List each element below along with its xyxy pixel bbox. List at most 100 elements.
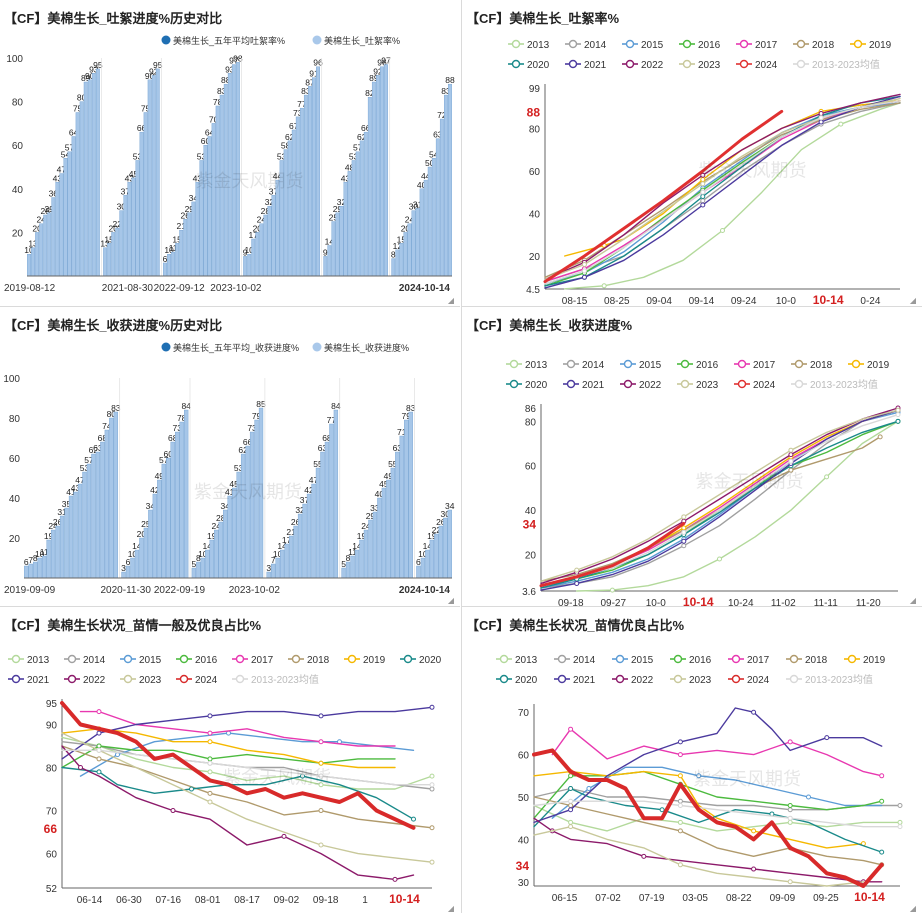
bar-value-label: 6 — [416, 557, 421, 567]
bar — [391, 258, 396, 277]
bar-value-label: 19 — [357, 531, 367, 541]
bar-value-label: 66 — [137, 123, 147, 133]
series-point — [838, 121, 844, 127]
bar-value-label: 79 — [252, 411, 262, 421]
series-point — [207, 769, 213, 775]
bar-value-label: 20 — [253, 223, 263, 233]
series-point — [581, 274, 587, 280]
bar-value-label: 19 — [44, 531, 54, 541]
y-tick-label: 90 — [46, 721, 58, 732]
series-point — [207, 739, 213, 745]
series-point — [659, 807, 665, 813]
series-point — [700, 189, 706, 195]
legend-label: 2023 — [698, 60, 721, 71]
bar-value-label: 83 — [406, 403, 416, 413]
bar-value-label: 83 — [217, 86, 227, 96]
x-tick-label: 08-17 — [234, 895, 260, 906]
series-line-2018 — [540, 436, 881, 582]
bar — [390, 467, 395, 579]
bar-value-label: 71 — [397, 427, 407, 437]
x-tick-label: 2024-10-14 — [399, 283, 451, 294]
legend-label: 2016 — [689, 655, 712, 666]
bar — [288, 535, 294, 579]
series-point — [879, 798, 885, 804]
series-point — [207, 760, 213, 766]
y-tick-label: 40 — [525, 506, 537, 517]
legend-label: 2014 — [573, 655, 596, 666]
bar-value-label: 96 — [377, 58, 387, 68]
bar — [448, 83, 452, 277]
bar-value-label: 31 — [413, 199, 423, 209]
bar-value-label: 7 — [271, 555, 276, 565]
bar-value-label: 64 — [205, 127, 215, 137]
bar — [27, 253, 31, 277]
bar-value-label: 10 — [35, 549, 45, 559]
bar — [384, 64, 388, 277]
legend-marker — [568, 59, 578, 69]
bar-value-label: 29 — [45, 204, 55, 214]
panel-title: 【CF】美棉生长_吐絮率% — [466, 11, 620, 26]
y-tick-label: 30 — [518, 878, 530, 889]
bar-value-label: 26 — [436, 517, 446, 527]
x-tick-label: 09-27 — [600, 598, 626, 609]
bar — [240, 453, 246, 579]
legend-label: 2017 — [753, 360, 776, 371]
bar-value-label: 10 — [128, 549, 138, 559]
bar-value-label: 48 — [345, 162, 355, 172]
legend-label: 2021 — [573, 675, 596, 686]
bar — [100, 441, 105, 579]
series-point — [318, 782, 324, 788]
legend-label: 2015 — [631, 655, 654, 666]
bar-value-label: 40 — [417, 180, 427, 190]
bar — [73, 491, 78, 579]
x-tick-label: 10-24 — [728, 598, 754, 609]
bar-value-label: 30 — [441, 509, 451, 519]
bar-value-label: 43 — [71, 483, 81, 493]
y-tick-label: 86 — [525, 404, 537, 415]
legend-marker — [623, 379, 633, 389]
x-tick-label: 10-14 — [683, 595, 714, 609]
y-tick-label: 20 — [12, 228, 24, 239]
bar — [267, 206, 272, 277]
bar-value-label: 34 — [220, 501, 230, 511]
legend-marker — [347, 654, 357, 664]
bar-value-label: 57 — [84, 455, 94, 465]
bar — [207, 136, 212, 277]
x-tick-label: 0-24 — [860, 296, 880, 307]
bar — [280, 549, 285, 579]
panel-title: 【CF】美棉生长_收获进度% — [466, 318, 633, 333]
series-line-2015 — [551, 766, 883, 819]
x-tick-label: 07-19 — [639, 893, 665, 904]
series-line-2023 — [61, 732, 433, 863]
legend-marker — [179, 674, 189, 684]
bar-value-label: 75 — [141, 104, 151, 114]
legend-label: 2013 — [515, 655, 538, 666]
watermark: 紫金天风期货 — [196, 171, 304, 191]
bar — [103, 247, 108, 277]
legend-marker — [673, 654, 683, 664]
series-point — [96, 747, 102, 753]
series-point — [568, 802, 574, 808]
bar — [420, 557, 426, 579]
legend-marker — [557, 654, 567, 664]
bar-value-label: 9 — [243, 247, 248, 257]
bar — [287, 140, 292, 277]
series-point — [429, 773, 435, 779]
x-tick-label: 09-18 — [558, 598, 584, 609]
bar — [51, 197, 56, 277]
bar-value-label: 62 — [89, 445, 99, 455]
series-point — [788, 452, 794, 458]
bar-value-label: 37 — [300, 495, 310, 505]
legend-label: 2013-2023均值 — [805, 673, 873, 686]
legend-marker — [625, 39, 635, 49]
bar — [43, 214, 48, 277]
legend-marker — [853, 39, 863, 49]
bar — [82, 471, 87, 579]
legend-marker — [499, 654, 509, 664]
legend-label: 2016 — [195, 655, 218, 666]
bar-value-label: 10 — [164, 245, 174, 255]
legend-marker — [235, 674, 245, 684]
bar-value-label: 31 — [57, 507, 67, 517]
bar — [59, 173, 64, 277]
series-point — [787, 819, 793, 825]
